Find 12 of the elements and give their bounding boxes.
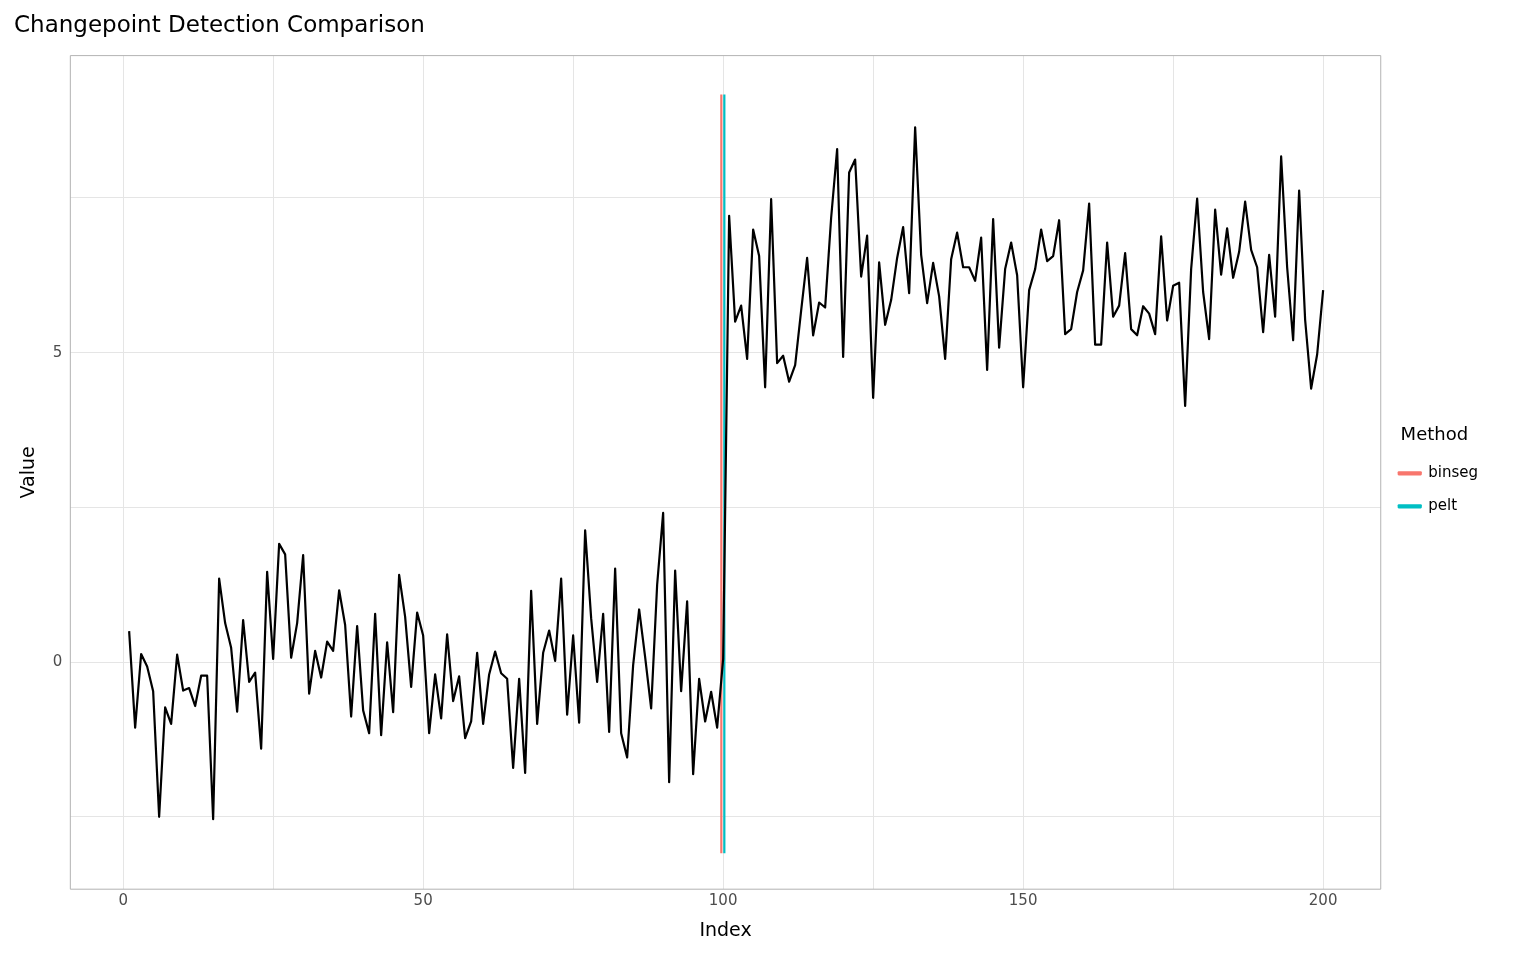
- y-tick-label: 5: [52, 342, 63, 361]
- x-tick-label: 100: [708, 891, 738, 910]
- legend-label: binseg: [1428, 463, 1478, 482]
- x-tick-label: 50: [413, 891, 433, 910]
- x-axis-title: Index: [699, 917, 752, 940]
- chart-title: Changepoint Detection Comparison: [14, 10, 425, 37]
- x-tick-label: 200: [1308, 891, 1338, 910]
- x-tick-label: 0: [118, 891, 128, 910]
- legend-label: pelt: [1428, 496, 1458, 515]
- x-tick-label: 150: [1008, 891, 1038, 910]
- y-axis-title: Value: [16, 446, 39, 499]
- legend-title: Method: [1400, 422, 1469, 444]
